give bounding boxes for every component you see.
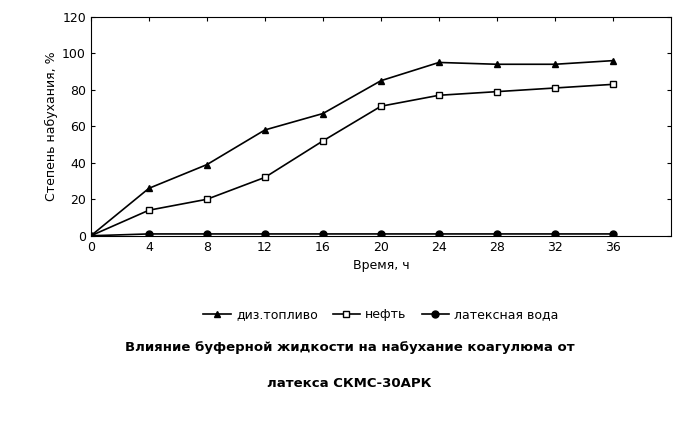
диз.топливо <box>87 233 95 238</box>
нефть <box>609 82 617 87</box>
нефть <box>145 208 153 213</box>
латексная вода <box>87 233 95 238</box>
нефть <box>493 89 501 94</box>
X-axis label: Время, ч: Время, ч <box>352 259 410 272</box>
Y-axis label: Степень набухания, %: Степень набухания, % <box>45 51 58 201</box>
диз.топливо <box>145 186 153 191</box>
латексная вода <box>319 232 327 237</box>
Legend: диз.топливо, нефть, латексная вода: диз.топливо, нефть, латексная вода <box>199 303 563 326</box>
диз.топливо <box>377 78 385 83</box>
диз.топливо <box>435 60 443 65</box>
латексная вода <box>609 232 617 237</box>
Line: латексная вода: латексная вода <box>87 230 617 239</box>
латексная вода <box>435 232 443 237</box>
диз.топливо <box>261 128 269 133</box>
латексная вода <box>203 232 211 237</box>
нефть <box>203 197 211 202</box>
латексная вода <box>261 232 269 237</box>
нефть <box>87 233 95 238</box>
диз.топливо <box>551 62 559 67</box>
латексная вода <box>493 232 501 237</box>
Line: диз.топливо: диз.топливо <box>87 57 617 239</box>
диз.топливо <box>609 58 617 63</box>
нефть <box>551 85 559 91</box>
Text: Влияние буферной жидкости на набухание коагулюма от: Влияние буферной жидкости на набухание к… <box>124 341 575 354</box>
латексная вода <box>551 232 559 237</box>
латексная вода <box>145 232 153 237</box>
нефть <box>435 93 443 98</box>
латексная вода <box>377 232 385 237</box>
диз.топливо <box>203 162 211 167</box>
Line: нефть: нефть <box>87 81 617 239</box>
нефть <box>261 175 269 180</box>
Text: латекса СКМС-30АРК: латекса СКМС-30АРК <box>267 377 432 389</box>
нефть <box>319 139 327 144</box>
нефть <box>377 104 385 109</box>
диз.топливо <box>319 111 327 116</box>
диз.топливо <box>493 62 501 67</box>
